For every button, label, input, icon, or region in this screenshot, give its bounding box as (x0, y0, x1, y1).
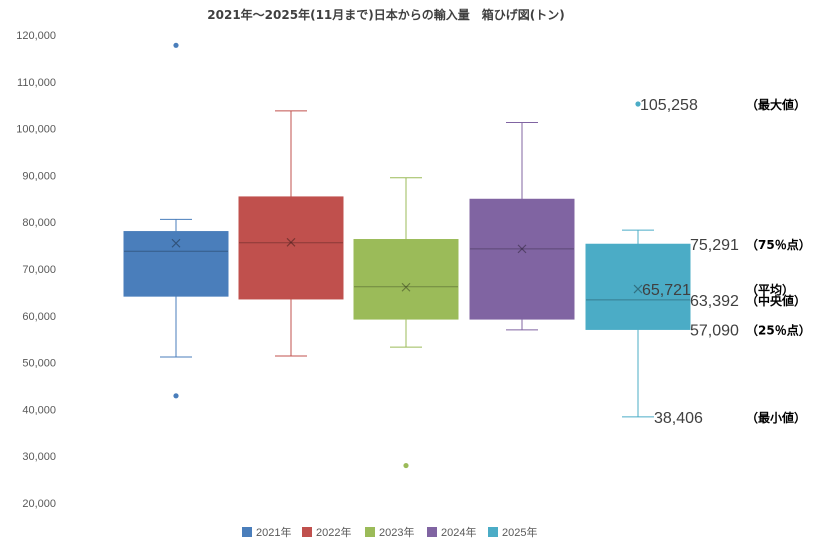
box-2024年 (469, 122, 575, 331)
annotation-label: （75％点） (746, 237, 811, 252)
outlier-point (403, 462, 409, 469)
y-tick-label: 20,000 (22, 498, 56, 510)
mean-marker (286, 237, 296, 247)
mean-marker (171, 238, 181, 248)
legend-label: 2025年 (502, 525, 537, 539)
legend-swatch (427, 527, 437, 537)
legend-swatch (302, 527, 312, 537)
box-rect (238, 196, 344, 300)
y-tick-label: 90,000 (22, 170, 56, 182)
y-tick-label: 40,000 (22, 404, 56, 416)
box-rect (123, 231, 229, 297)
legend-label: 2022年 (316, 525, 351, 539)
y-tick-label: 50,000 (22, 358, 56, 370)
y-axis: 20,000 30,000 40,000 50,000 60,000 70,000 80,0… (16, 30, 56, 510)
legend-item: 2021年 (242, 525, 291, 539)
y-tick-label: 110,000 (17, 77, 56, 89)
legend-swatch (488, 527, 498, 537)
annotation-label: （中央値） (746, 293, 806, 308)
annotation-label: （平均） (746, 282, 794, 297)
annotation-label: （25％点） (746, 322, 811, 337)
legend-label: 2021年 (256, 525, 291, 539)
annotation-label: （最大値） (746, 97, 806, 112)
value-label: 38,406 (654, 410, 703, 427)
annotations: （最大値） （75％点） （平均）（中央値） （25％点） （最小値） (746, 97, 811, 425)
y-tick-label: 100,000 (16, 124, 56, 136)
outlier-point (635, 101, 641, 107)
outlier-point (173, 42, 179, 48)
legend-swatch (242, 527, 252, 537)
box-rect (353, 239, 459, 320)
y-tick-label: 60,000 (22, 311, 56, 323)
value-label: 63,392 (690, 293, 739, 310)
mean-marker (633, 284, 643, 294)
y-tick-label: 70,000 (22, 264, 56, 276)
y-tick-label: 30,000 (22, 451, 56, 463)
box-series-group (123, 42, 691, 469)
value-label: 65,721 (642, 282, 691, 299)
legend-label: 2024年 (441, 525, 476, 539)
chart-title: 2021年～2025年(11月まで)日本からの輸入量 箱ひげ図(トン) (207, 7, 564, 22)
legend-item: 2025年 (488, 525, 537, 539)
mean-marker (517, 244, 527, 254)
legend-item: 2023年 (365, 525, 414, 539)
legend-label: 2023年 (379, 525, 414, 539)
legend-item: 2022年 (302, 525, 351, 539)
value-label: 57,090 (690, 322, 739, 339)
y-tick-label: 80,000 (22, 217, 56, 229)
value-label: 105,258 (640, 97, 698, 114)
y-tick-label: 120,000 (16, 30, 56, 42)
value-label: 75,291 (690, 237, 739, 254)
mean-marker (401, 282, 411, 292)
box-2023年 (353, 177, 459, 469)
outlier-point (173, 393, 179, 399)
legend-item: 2024年 (427, 525, 476, 539)
box-rect (585, 243, 691, 330)
legend: 2021年 2022年 2023年 2024年 2025年 (242, 525, 537, 539)
legend-swatch (365, 527, 375, 537)
box-2021年 (123, 42, 229, 399)
box-2025年 (585, 101, 691, 418)
annotation-label: （最小値） (746, 410, 806, 425)
box-2022年 (238, 110, 344, 357)
box-rect (469, 198, 575, 320)
